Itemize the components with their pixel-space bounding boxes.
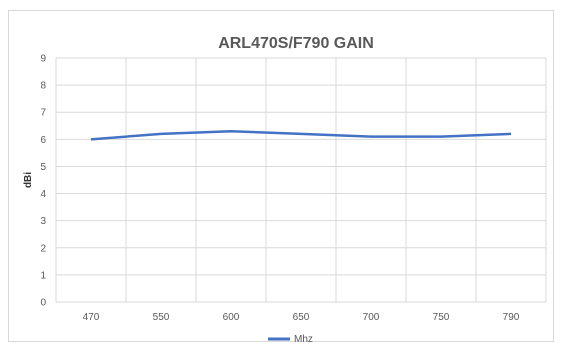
y-tick-label: 4 <box>40 189 46 200</box>
legend: Mhz <box>268 334 313 345</box>
x-tick-label: 550 <box>153 312 170 323</box>
series-line-0 <box>90 129 512 141</box>
y-tick-label: 1 <box>40 270 46 281</box>
x-axis-ticks: 470 550 600 650 700 750 790 <box>83 312 520 323</box>
y-tick-label: 9 <box>40 54 46 65</box>
y-tick-label: 8 <box>40 81 46 92</box>
y-tick-label: 0 <box>40 298 46 309</box>
series-group <box>90 129 512 141</box>
x-tick-label: 470 <box>83 312 100 323</box>
y-axis-ticks: 0 1 2 3 4 5 6 7 8 9 <box>40 54 46 309</box>
y-tick-label: 3 <box>40 216 46 227</box>
x-tick-label: 790 <box>503 312 520 323</box>
x-tick-label: 750 <box>433 312 450 323</box>
chart-frame <box>8 10 554 342</box>
legend-label: Mhz <box>294 334 313 345</box>
x-tick-label: 700 <box>363 312 380 323</box>
chart-title: ARL470S/F790 GAIN <box>218 35 374 52</box>
y-tick-label: 2 <box>40 243 46 254</box>
y-tick-label: 6 <box>40 135 46 146</box>
x-tick-label: 650 <box>293 312 310 323</box>
x-tick-label: 600 <box>223 312 240 323</box>
y-tick-label: 5 <box>40 162 46 173</box>
y-tick-label: 7 <box>40 108 46 119</box>
gridlines <box>55 57 547 303</box>
y-axis-label: dBi <box>23 172 34 188</box>
